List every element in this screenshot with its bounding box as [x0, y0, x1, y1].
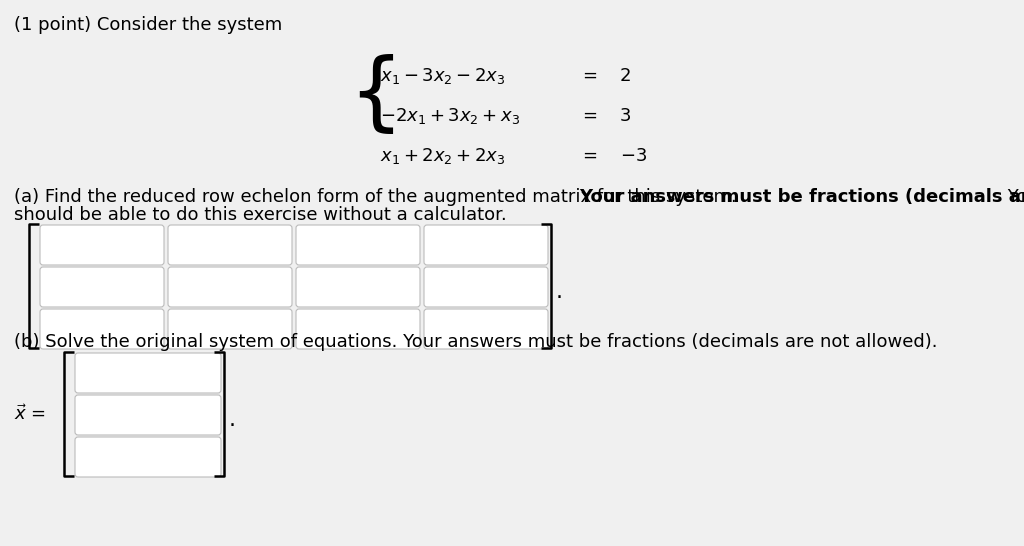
FancyBboxPatch shape [168, 309, 292, 349]
Text: =: = [583, 107, 597, 125]
Text: You: You [1001, 188, 1024, 206]
FancyBboxPatch shape [40, 267, 164, 307]
Text: $-3$: $-3$ [620, 147, 647, 165]
Text: should be able to do this exercise without a calculator.: should be able to do this exercise witho… [14, 206, 507, 224]
Text: 3: 3 [620, 107, 632, 125]
Text: .: . [229, 410, 236, 430]
FancyBboxPatch shape [168, 267, 292, 307]
FancyBboxPatch shape [75, 353, 221, 393]
FancyBboxPatch shape [296, 225, 420, 265]
Text: (a) Find the reduced row echelon form of the augmented matrix for this system.: (a) Find the reduced row echelon form of… [14, 188, 742, 206]
FancyBboxPatch shape [296, 267, 420, 307]
Text: $\vec{x}$ =: $\vec{x}$ = [14, 404, 46, 424]
Text: $x_1 - 3x_2 - 2x_3$: $x_1 - 3x_2 - 2x_3$ [380, 66, 506, 86]
FancyBboxPatch shape [424, 309, 548, 349]
Text: .: . [556, 282, 563, 302]
Text: =: = [583, 147, 597, 165]
Text: $-2x_1 + 3x_2 + x_3$: $-2x_1 + 3x_2 + x_3$ [380, 106, 520, 126]
FancyBboxPatch shape [40, 309, 164, 349]
FancyBboxPatch shape [75, 395, 221, 435]
Text: (b) Solve the original system of equations. Your answers must be fractions (deci: (b) Solve the original system of equatio… [14, 333, 938, 351]
Text: =: = [583, 67, 597, 85]
FancyBboxPatch shape [75, 437, 221, 477]
Text: 2: 2 [620, 67, 632, 85]
FancyBboxPatch shape [296, 309, 420, 349]
Text: $x_1 + 2x_2 + 2x_3$: $x_1 + 2x_2 + 2x_3$ [380, 146, 506, 166]
FancyBboxPatch shape [424, 267, 548, 307]
Text: Your answers must be fractions (decimals are not allowed).: Your answers must be fractions (decimals… [579, 188, 1024, 206]
FancyBboxPatch shape [424, 225, 548, 265]
Text: {: { [348, 55, 402, 138]
FancyBboxPatch shape [40, 225, 164, 265]
FancyBboxPatch shape [168, 225, 292, 265]
Text: (1 point) Consider the system: (1 point) Consider the system [14, 16, 283, 34]
